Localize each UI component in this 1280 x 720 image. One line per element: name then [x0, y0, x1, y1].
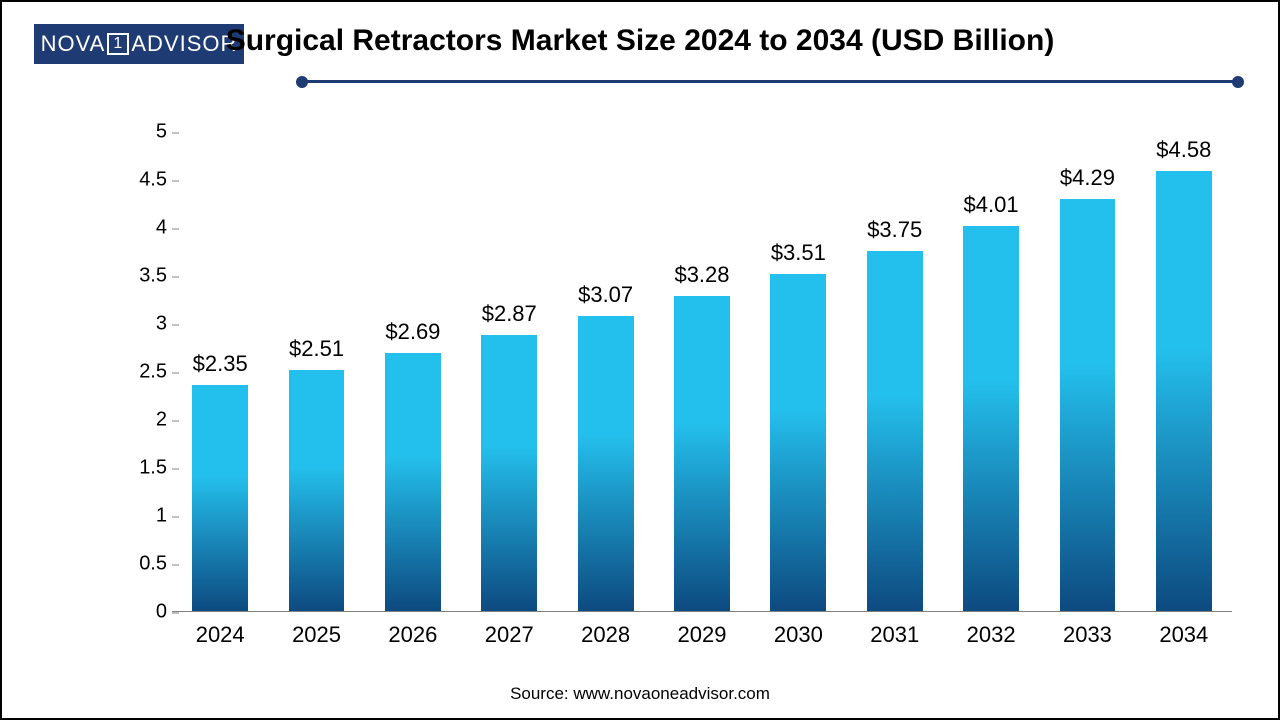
bar-value-label: $3.28: [674, 262, 729, 288]
x-axis-label: 2033: [1039, 622, 1135, 648]
bar-value-label: $3.07: [578, 282, 633, 308]
x-axis-label: 2028: [557, 622, 653, 648]
y-axis-tick: 1.5: [112, 457, 167, 480]
y-axis-tick: 5: [112, 121, 167, 144]
bar-slot: $3.75: [867, 132, 923, 611]
y-axis-tick: 3: [112, 313, 167, 336]
bar-value-label: $2.35: [193, 351, 248, 377]
bar-slot: $2.87: [481, 132, 537, 611]
x-axis-label: 2024: [172, 622, 268, 648]
bar: $2.69: [385, 353, 441, 611]
bar-value-label: $2.87: [482, 301, 537, 327]
bar-value-label: $3.51: [771, 240, 826, 266]
bar-slot: $4.58: [1156, 132, 1212, 611]
y-axis-tick: 2: [112, 409, 167, 432]
bar-value-label: $4.29: [1060, 165, 1115, 191]
y-axis-tick: 3.5: [112, 265, 167, 288]
bar-value-label: $4.01: [964, 192, 1019, 218]
x-axis-label: 2030: [750, 622, 846, 648]
bar-value-label: $2.51: [289, 336, 344, 362]
bar: $4.58: [1156, 171, 1212, 611]
bar-chart: $2.35 $2.51 $2.69 $2.87 $3.07 $3.28 $3.51 $3.75…: [112, 132, 1232, 642]
bar-slot: $4.29: [1060, 132, 1116, 611]
bar-value-label: $4.58: [1156, 137, 1211, 163]
y-axis-tick: 4: [112, 217, 167, 240]
x-axis-label: 2032: [943, 622, 1039, 648]
chart-title: Surgical Retractors Market Size 2024 to …: [2, 24, 1278, 58]
bar: $2.35: [192, 385, 248, 611]
plot-area: $2.35 $2.51 $2.69 $2.87 $3.07 $3.28 $3.51 $3.75…: [172, 132, 1232, 612]
bar-value-label: $2.69: [385, 319, 440, 345]
y-axis-tick: 0.5: [112, 553, 167, 576]
title-rule: [302, 80, 1238, 83]
chart-frame: NOVA 1 ADVISOR Surgical Retractors Marke…: [0, 0, 1280, 720]
bar-value-label: $3.75: [867, 217, 922, 243]
bar: $3.51: [770, 274, 826, 611]
bar-slot: $2.69: [385, 132, 441, 611]
bar-slot: $2.35: [192, 132, 248, 611]
bar-slot: $3.07: [578, 132, 634, 611]
x-axis-label: 2034: [1136, 622, 1232, 648]
bar-slot: $4.01: [963, 132, 1019, 611]
y-axis-tick: 2.5: [112, 361, 167, 384]
bar: $3.75: [867, 251, 923, 611]
bar: $2.51: [289, 370, 345, 611]
bar: $4.29: [1060, 199, 1116, 611]
x-axis-label: 2027: [461, 622, 557, 648]
bar: $4.01: [963, 226, 1019, 611]
x-axis-label: 2026: [365, 622, 461, 648]
bar-slot: $2.51: [289, 132, 345, 611]
bar: $3.28: [674, 296, 730, 611]
x-axis-label: 2031: [847, 622, 943, 648]
source-caption: Source: www.novaoneadvisor.com: [2, 684, 1278, 704]
y-axis-tick: 4.5: [112, 169, 167, 192]
y-axis-tick: 1: [112, 505, 167, 528]
x-axis-label: 2029: [654, 622, 750, 648]
bar: $2.87: [481, 335, 537, 611]
bar-slot: $3.51: [770, 132, 826, 611]
bar: $3.07: [578, 316, 634, 611]
bar-slot: $3.28: [674, 132, 730, 611]
y-axis-tick: 0: [112, 601, 167, 624]
x-axis-label: 2025: [268, 622, 364, 648]
